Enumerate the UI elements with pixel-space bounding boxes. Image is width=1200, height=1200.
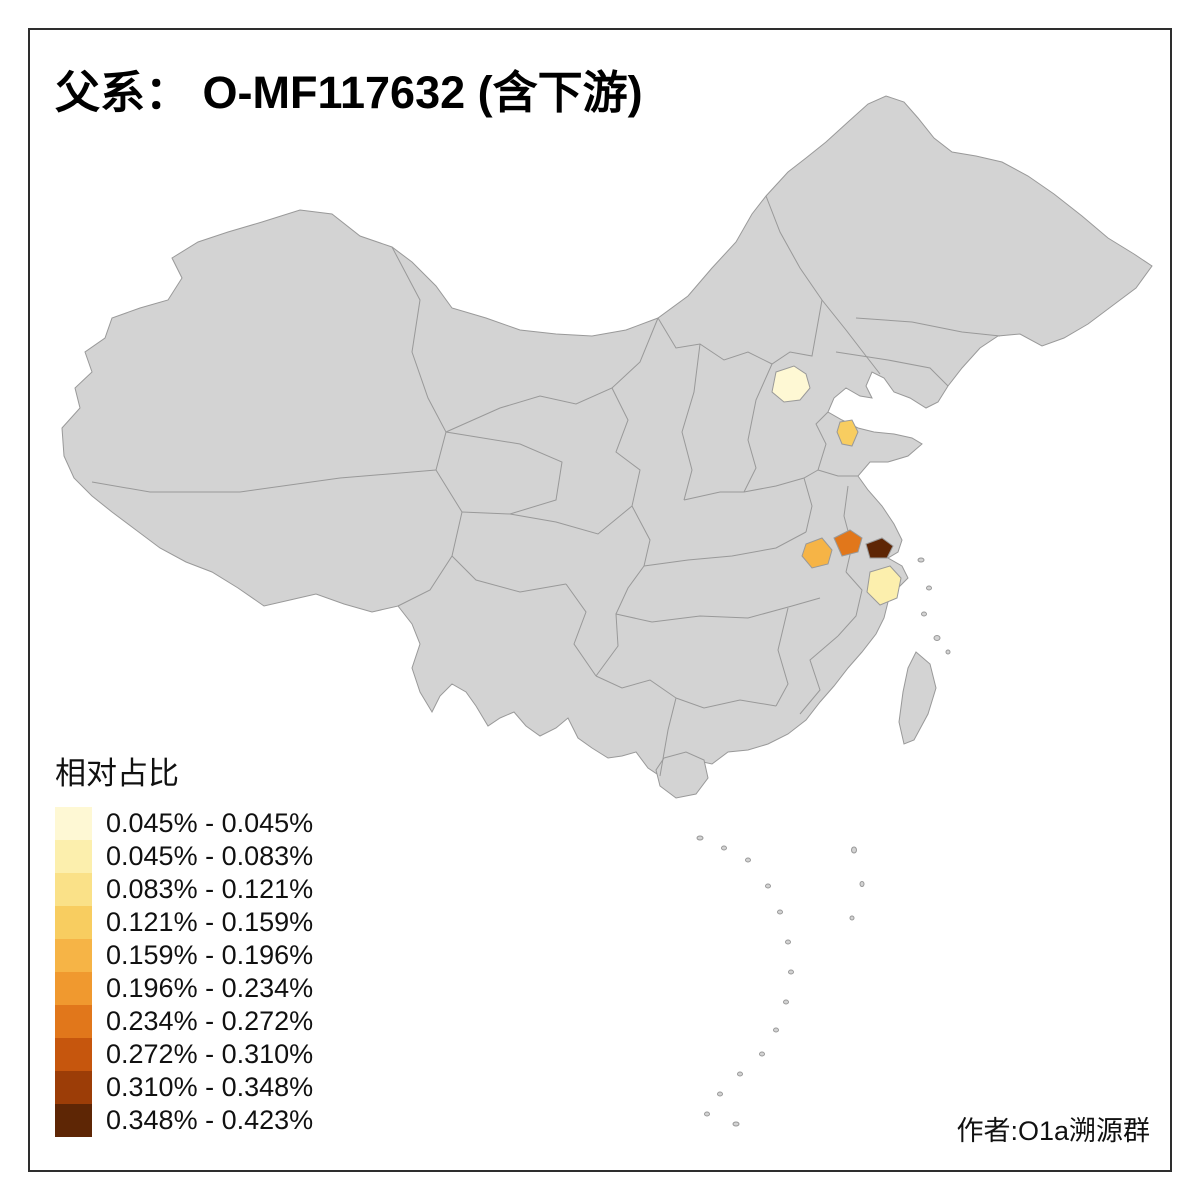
highlight-region-1 <box>771 365 811 403</box>
legend-label: 0.121% - 0.159% <box>106 907 314 937</box>
small-islands <box>696 557 951 1127</box>
legend-items: 0.045% - 0.045% 0.045% - 0.083% 0.083% - 0… <box>55 807 313 1137</box>
legend-item: 0.348% - 0.423% <box>55 1104 313 1137</box>
legend-label: 0.045% - 0.083% <box>106 841 314 871</box>
legend-item: 0.234% - 0.272% <box>55 1005 313 1038</box>
page-title: 父系： O-MF117632 (含下游) <box>55 67 643 118</box>
legend-swatch <box>55 972 92 1005</box>
legend-label: 0.310% - 0.348% <box>106 1072 314 1102</box>
legend-item: 0.083% - 0.121% <box>55 873 313 906</box>
legend-label: 0.348% - 0.423% <box>106 1105 314 1135</box>
legend-item: 0.045% - 0.083% <box>55 840 313 873</box>
legend-swatch <box>55 1104 92 1137</box>
province-borders <box>91 195 1001 777</box>
hainan-island <box>655 751 709 799</box>
legend-label: 0.083% - 0.121% <box>106 874 314 904</box>
author-credit: 作者:O1a溯源群 <box>956 1116 1150 1146</box>
legend-swatch <box>55 906 92 939</box>
legend-swatch <box>55 939 92 972</box>
legend-item: 0.310% - 0.348% <box>55 1071 313 1104</box>
highlight-region-5 <box>865 537 894 559</box>
legend-item: 0.159% - 0.196% <box>55 939 313 972</box>
legend-label: 0.045% - 0.045% <box>106 808 314 838</box>
legend-title: 相对占比 <box>55 756 179 791</box>
legend-item: 0.272% - 0.310% <box>55 1038 313 1071</box>
legend-item: 0.196% - 0.234% <box>55 972 313 1005</box>
legend-swatch <box>55 873 92 906</box>
mainland-outline <box>61 95 1153 777</box>
highlight-region-2 <box>836 419 859 447</box>
legend-swatch <box>55 840 92 873</box>
legend-swatch <box>55 807 92 840</box>
legend-label: 0.196% - 0.234% <box>106 973 314 1003</box>
legend-swatch <box>55 1038 92 1071</box>
highlight-region-4 <box>833 529 863 557</box>
legend-label: 0.272% - 0.310% <box>106 1039 314 1069</box>
legend-swatch <box>55 1005 92 1038</box>
highlight-region-6 <box>866 565 902 606</box>
taiwan-island <box>898 651 937 745</box>
legend-label: 0.159% - 0.196% <box>106 940 314 970</box>
highlighted-regions <box>771 365 902 606</box>
legend-label: 0.234% - 0.272% <box>106 1006 314 1036</box>
legend-swatch <box>55 1071 92 1104</box>
legend-item: 0.045% - 0.045% <box>55 807 313 840</box>
legend: 相对占比 0.045% - 0.045% 0.045% - 0.083% 0.083… <box>55 748 313 1137</box>
legend-item: 0.121% - 0.159% <box>55 906 313 939</box>
highlight-region-3 <box>801 537 833 569</box>
